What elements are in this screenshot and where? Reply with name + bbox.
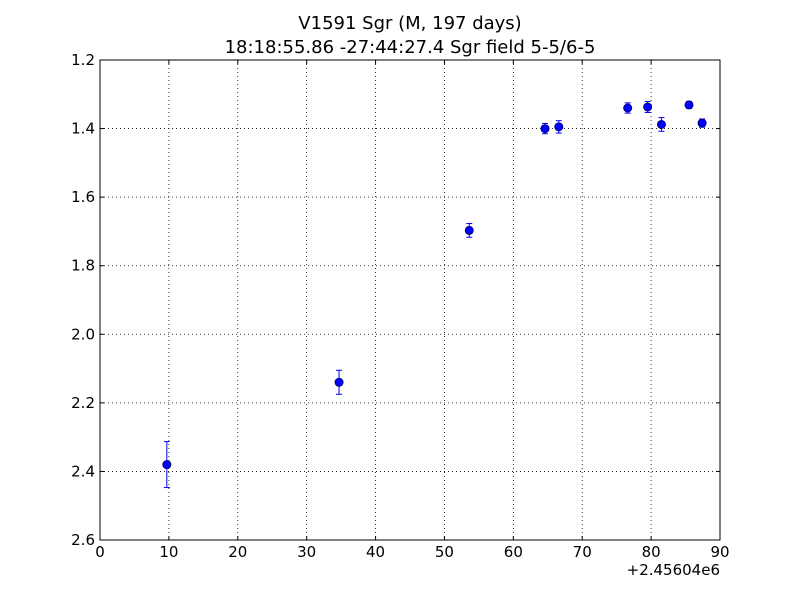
x-tick-label: 30 bbox=[297, 543, 316, 561]
y-tick-label: 2.2 bbox=[71, 394, 95, 412]
data-points bbox=[162, 100, 707, 470]
x-axis-offset-label: +2.45604e6 bbox=[627, 561, 720, 579]
x-tick-label: 90 bbox=[710, 543, 729, 561]
chart-title-line1: V1591 Sgr (M, 197 days) bbox=[298, 13, 521, 34]
x-axis-tick-labels: 0 10 20 30 40 50 60 70 80 90 bbox=[95, 543, 729, 561]
data-point bbox=[656, 119, 666, 129]
y-tick-label: 2.0 bbox=[71, 325, 95, 343]
x-tick-label: 20 bbox=[228, 543, 247, 561]
error-bars bbox=[163, 100, 706, 489]
y-tick-label: 1.8 bbox=[71, 257, 95, 275]
axis-ticks bbox=[99, 59, 721, 541]
x-tick-label: 80 bbox=[642, 543, 661, 561]
chart-title-line2: 18:18:55.86 -27:44:27.4 Sgr field 5-5/6-… bbox=[225, 37, 596, 58]
y-tick-label: 1.2 bbox=[71, 51, 95, 69]
y-tick-label: 1.4 bbox=[71, 120, 95, 138]
data-point bbox=[540, 124, 550, 134]
data-point bbox=[554, 122, 564, 132]
x-tick-label: 60 bbox=[504, 543, 523, 561]
grid bbox=[100, 60, 720, 540]
data-point bbox=[697, 118, 707, 128]
y-axis-tick-labels: 1.2 1.4 1.6 1.8 2.0 2.2 2.4 2.6 bbox=[71, 51, 95, 549]
chart-title-group: V1591 Sgr (M, 197 days) 18:18:55.86 -27:… bbox=[225, 13, 596, 58]
x-tick-label: 40 bbox=[366, 543, 385, 561]
x-tick-label: 0 bbox=[95, 543, 105, 561]
data-point bbox=[334, 377, 344, 387]
x-tick-label: 70 bbox=[573, 543, 592, 561]
data-point bbox=[684, 100, 694, 110]
data-point bbox=[162, 460, 172, 470]
data-point bbox=[623, 103, 633, 113]
y-tick-label: 2.6 bbox=[71, 531, 95, 549]
x-tick-label: 10 bbox=[159, 543, 178, 561]
y-tick-label: 2.4 bbox=[71, 462, 95, 480]
y-tick-label: 1.6 bbox=[71, 188, 95, 206]
data-point bbox=[643, 102, 653, 112]
data-point bbox=[464, 225, 474, 235]
plot-area-frame bbox=[99, 59, 721, 541]
x-tick-label: 50 bbox=[435, 543, 454, 561]
